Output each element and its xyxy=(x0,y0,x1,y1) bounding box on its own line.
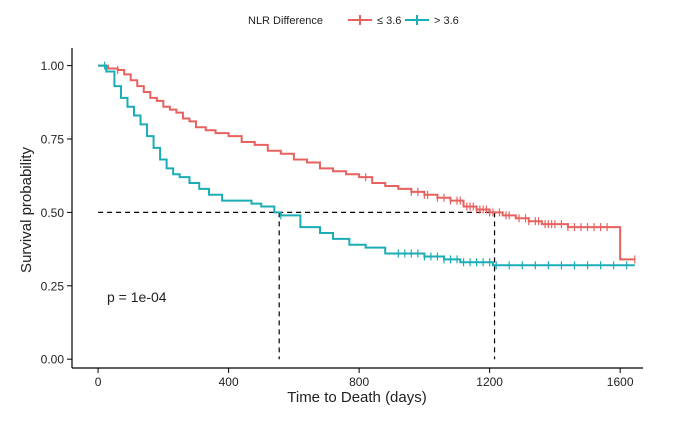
x-tick-label: 400 xyxy=(219,375,239,389)
y-tick-label: 0.75 xyxy=(41,133,65,147)
y-tick-label: 0.00 xyxy=(41,353,65,367)
x-axis-label: Time to Death (days) xyxy=(287,389,427,406)
legend: NLR Difference ≤ 3.6 > 3.6 xyxy=(248,15,459,27)
y-tick-label: 0.50 xyxy=(41,206,65,220)
survival-curve-gt xyxy=(98,64,635,267)
y-tick-label: 0.25 xyxy=(41,279,65,293)
survival-curves xyxy=(98,61,636,270)
x-tick-label: 0 xyxy=(95,375,102,389)
legend-label-gt: > 3.6 xyxy=(434,15,459,27)
x-tick-label: 1600 xyxy=(607,375,634,389)
p-value-annotation: p = 1e-04 xyxy=(107,289,167,305)
survival-curve-le xyxy=(98,64,635,261)
legend-label-le: ≤ 3.6 xyxy=(377,15,401,27)
legend-title: NLR Difference xyxy=(248,15,323,27)
x-tick-label: 1200 xyxy=(476,375,503,389)
median-reference-lines xyxy=(98,211,496,360)
y-tick-label: 1.00 xyxy=(41,59,65,73)
y-axis-ticks: 0.00 0.25 0.50 0.75 1.00 xyxy=(41,59,72,367)
y-axis-label: Survival probability xyxy=(18,147,35,273)
x-tick-label: 800 xyxy=(349,375,369,389)
x-axis-ticks: 0 400 800 1200 1600 xyxy=(95,368,634,389)
